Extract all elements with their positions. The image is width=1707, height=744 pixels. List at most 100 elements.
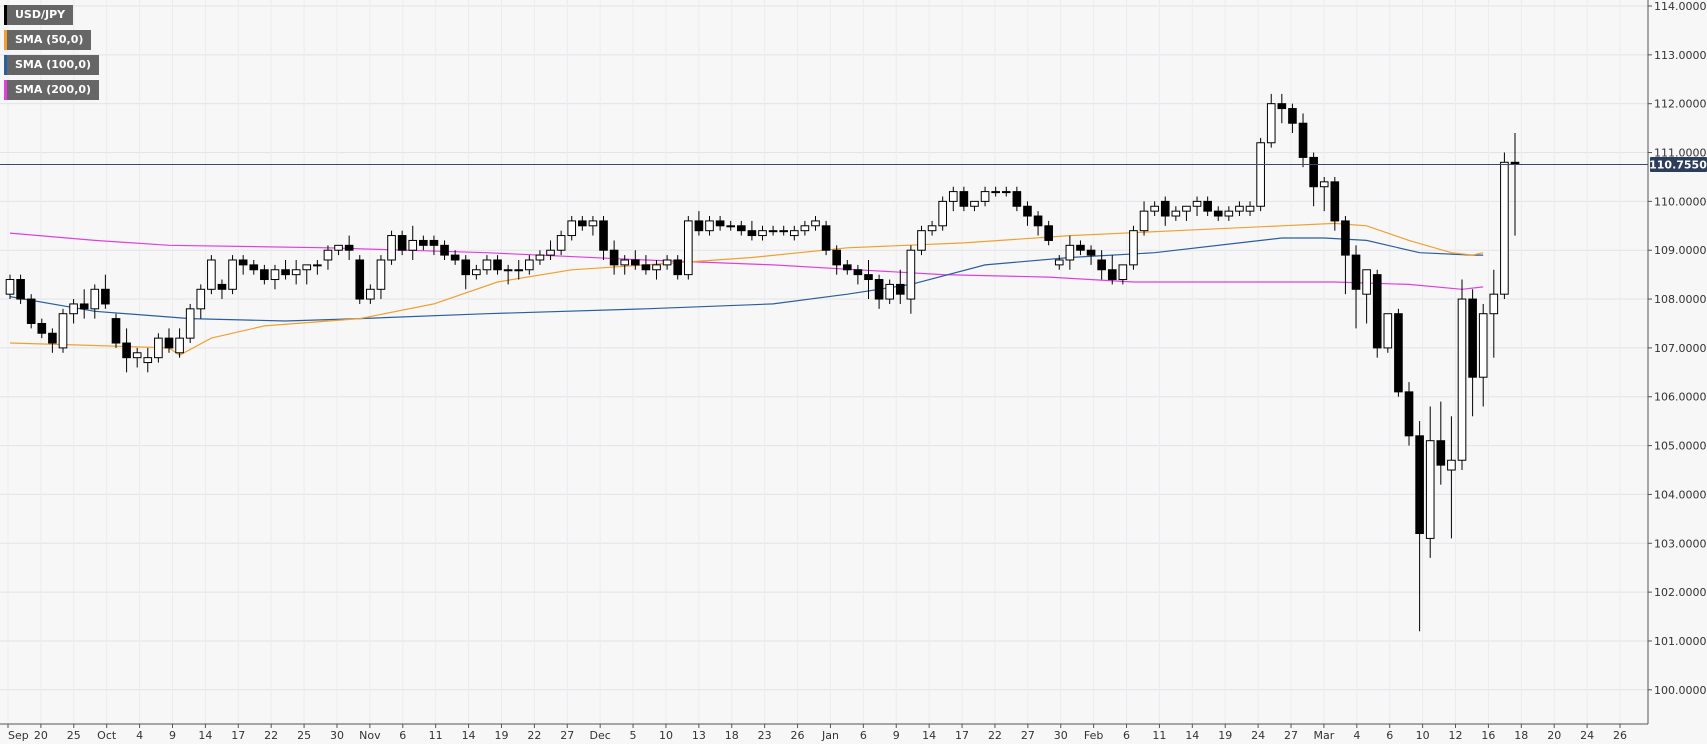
candle-body-down xyxy=(440,244,449,256)
candle xyxy=(334,244,343,256)
candle-body-down xyxy=(1415,435,1424,535)
candle-body-down xyxy=(37,322,47,334)
legend-sma-100[interactable]: SMA (100,0) xyxy=(4,55,100,75)
candle-body-up xyxy=(938,200,947,227)
candle-body-down xyxy=(1404,391,1414,437)
candle xyxy=(525,255,534,275)
candle-body-up xyxy=(588,220,598,227)
candle-body-up xyxy=(1065,244,1075,261)
candle xyxy=(228,255,237,295)
candle-body-down xyxy=(429,239,439,246)
candle xyxy=(440,240,449,260)
candle xyxy=(5,274,15,300)
candle xyxy=(800,220,810,236)
candle-body-down xyxy=(641,264,651,271)
candle xyxy=(1394,308,1403,397)
candle-body-up xyxy=(1500,161,1509,295)
candle xyxy=(1076,240,1085,256)
candle-body-up xyxy=(980,191,990,202)
legend-usdjpy[interactable]: USD/JPY xyxy=(4,5,74,25)
candle-body-up xyxy=(1235,205,1244,212)
candle xyxy=(1500,152,1509,300)
candle xyxy=(705,216,714,236)
price-axis-label: 110.0000 xyxy=(1654,195,1707,208)
candle-body-up xyxy=(514,269,524,272)
candle xyxy=(249,259,259,275)
candle-body-down xyxy=(736,225,746,232)
price-axis-label: 101.0000 xyxy=(1654,635,1707,648)
time-axis-label: Sep xyxy=(8,729,29,742)
candle-body-down xyxy=(48,332,57,344)
candle-body-up xyxy=(800,225,810,232)
candle-body-down xyxy=(1107,269,1117,281)
time-axis-label: Jan xyxy=(821,729,839,742)
legend-sma-200[interactable]: SMA (200,0) xyxy=(4,80,100,100)
candle-body-up xyxy=(323,249,333,261)
candle xyxy=(578,216,587,231)
candle xyxy=(556,230,566,256)
legend-sma-50[interactable]: SMA (50,0) xyxy=(4,30,92,50)
candle-body-up xyxy=(1489,293,1499,315)
candle xyxy=(313,259,322,275)
candle-body-up xyxy=(1319,181,1329,188)
candle-body-down xyxy=(1309,156,1318,188)
candle xyxy=(1383,313,1393,353)
candle xyxy=(175,328,184,358)
candle-body-down xyxy=(1160,200,1170,217)
candle xyxy=(1182,205,1191,221)
price-axis-label: 112.0000 xyxy=(1654,98,1707,111)
candle xyxy=(1489,269,1499,358)
candle xyxy=(122,328,131,373)
candle xyxy=(48,328,57,353)
candle xyxy=(281,259,290,280)
candle xyxy=(472,264,481,280)
time-axis-label: 30 xyxy=(330,729,344,742)
candle xyxy=(599,216,608,260)
candle xyxy=(864,259,873,300)
candle xyxy=(1118,264,1128,285)
candle-body-up xyxy=(620,259,630,266)
candle-body-down xyxy=(578,220,587,227)
time-axis-label: 4 xyxy=(136,729,143,742)
candle xyxy=(69,299,78,324)
time-axis-label: 20 xyxy=(34,729,48,742)
candle xyxy=(842,259,852,275)
time-axis-label: 22 xyxy=(264,729,278,742)
candle-body-down xyxy=(217,283,227,290)
time-axis-label: 26 xyxy=(791,729,805,742)
price-axis-label: 108.0000 xyxy=(1654,293,1707,306)
time-axis-label: 24 xyxy=(1580,729,1594,742)
candle xyxy=(588,216,598,236)
candle xyxy=(1192,196,1202,217)
candle-body-up xyxy=(1457,298,1467,461)
candle xyxy=(1097,250,1106,280)
time-axis-label: 4 xyxy=(1353,729,1360,742)
time-axis-label: 27 xyxy=(1284,729,1298,742)
candle xyxy=(1436,401,1446,485)
price-axis-label: 114.0000 xyxy=(1654,0,1707,13)
candle-body-down xyxy=(864,274,873,281)
candle xyxy=(1150,201,1159,217)
candle xyxy=(291,259,301,285)
candle xyxy=(207,255,216,295)
plot-background xyxy=(0,0,1648,724)
time-axis-label: 19 xyxy=(1218,729,1232,742)
candle xyxy=(260,264,269,285)
candle xyxy=(546,240,555,260)
candle-body-down xyxy=(1012,191,1022,207)
candle-body-down xyxy=(609,249,619,266)
candle-body-down xyxy=(419,239,428,246)
candle-body-up xyxy=(387,235,396,261)
candle-body-up xyxy=(207,259,216,290)
candle-body-down xyxy=(26,298,36,324)
candle xyxy=(673,255,683,280)
candle-body-down xyxy=(694,220,704,232)
candle-body-up xyxy=(768,230,778,233)
candle xyxy=(1107,255,1117,285)
candle-body-down xyxy=(101,288,110,305)
candle xyxy=(1351,245,1361,329)
candle xyxy=(832,245,842,275)
candle xyxy=(1256,137,1265,212)
candle-body-down xyxy=(874,279,884,300)
